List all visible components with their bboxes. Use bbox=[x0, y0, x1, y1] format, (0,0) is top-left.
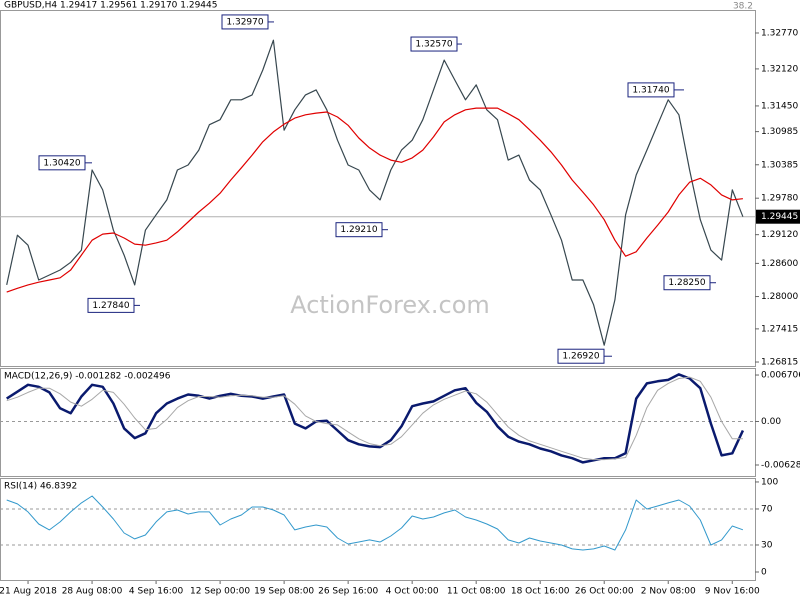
y-tick-label: 1.26815 bbox=[761, 358, 798, 368]
series-line bbox=[6, 373, 745, 464]
annotation-label: 1.27840 bbox=[92, 301, 129, 311]
x-tick-label: 28 Aug 08:00 bbox=[62, 587, 123, 597]
x-tick-label: 26 Sep 16:00 bbox=[318, 587, 378, 597]
series-line bbox=[6, 107, 743, 293]
y-tick-label: 1.28600 bbox=[761, 259, 798, 269]
x-tick-label: 2 Nov 08:00 bbox=[641, 587, 696, 597]
series-line bbox=[6, 39, 744, 346]
panel-title: MACD(12,26,9) -0.001282 -0.002496 bbox=[4, 372, 171, 382]
annotation-box bbox=[335, 222, 383, 238]
series-line bbox=[6, 495, 744, 551]
annotation-label: 1.32970 bbox=[226, 17, 263, 27]
y-tick-label: -0.00628 bbox=[761, 460, 800, 470]
y-tick-label: 1.32120 bbox=[761, 64, 798, 74]
x-tick-label: 19 Sep 08:00 bbox=[254, 587, 314, 597]
y-tick-label: 1.28000 bbox=[761, 292, 798, 302]
panel-title: RSI(14) 46.8392 bbox=[4, 482, 77, 492]
y-tick-label: 1.31450 bbox=[761, 101, 798, 111]
annotation-box bbox=[663, 275, 711, 291]
y-tick-label: 1.30385 bbox=[761, 160, 798, 170]
x-tick-label: 18 Oct 16:00 bbox=[511, 587, 570, 597]
x-tick-label: 11 Oct 08:00 bbox=[447, 587, 506, 597]
annotation-box bbox=[410, 36, 458, 52]
annotation-label: 1.30420 bbox=[43, 158, 80, 168]
y-tick-label: 0.006706 bbox=[761, 371, 800, 381]
annotation-box bbox=[627, 82, 675, 98]
annotation-label: 1.26920 bbox=[562, 352, 599, 362]
panel-frame bbox=[0, 478, 756, 581]
annotation-box bbox=[38, 155, 86, 171]
annotation-label: 1.31740 bbox=[632, 85, 669, 95]
x-tick-label: 12 Sep 00:00 bbox=[190, 587, 250, 597]
annotation-box bbox=[221, 14, 269, 30]
last-price-label: 1.29445 bbox=[761, 212, 798, 222]
y-tick-label: 1.27415 bbox=[761, 324, 798, 334]
y-tick-label: 1.30985 bbox=[761, 127, 798, 137]
last-price-box bbox=[756, 209, 800, 224]
y-tick-label: 30 bbox=[761, 540, 773, 550]
annotation-box bbox=[87, 297, 135, 313]
series-line bbox=[6, 376, 743, 461]
y-tick-label: 1.29120 bbox=[761, 230, 798, 240]
annotation-label: 1.29210 bbox=[340, 225, 377, 235]
y-tick-label: 0 bbox=[761, 567, 767, 577]
y-tick-label: 0.00 bbox=[761, 417, 781, 427]
annotation-label: 1.28250 bbox=[668, 278, 705, 288]
y-tick-label: 70 bbox=[761, 504, 773, 514]
panel-frame bbox=[0, 368, 756, 477]
x-tick-label: 4 Oct 00:00 bbox=[386, 587, 439, 597]
panel-frame bbox=[0, 10, 756, 367]
chart-header: GBPUSD,H4 1.29417 1.29561 1.29170 1.2944… bbox=[4, 1, 217, 11]
y-tick-label: 1.32770 bbox=[761, 28, 798, 38]
annotation-box bbox=[557, 348, 605, 364]
x-tick-label: 21 Aug 2018 bbox=[0, 587, 57, 597]
y-tick-label: 1.29780 bbox=[761, 194, 798, 204]
x-tick-label: 26 Oct 00:00 bbox=[575, 587, 634, 597]
corner-label: 38.2 bbox=[733, 2, 753, 12]
x-tick-label: 4 Sep 16:00 bbox=[129, 587, 184, 597]
x-tick-label: 9 Nov 16:00 bbox=[705, 587, 760, 597]
watermark: ActionForex.com bbox=[290, 291, 490, 319]
y-tick-label: 100 bbox=[761, 477, 778, 487]
annotation-label: 1.32570 bbox=[415, 40, 452, 50]
